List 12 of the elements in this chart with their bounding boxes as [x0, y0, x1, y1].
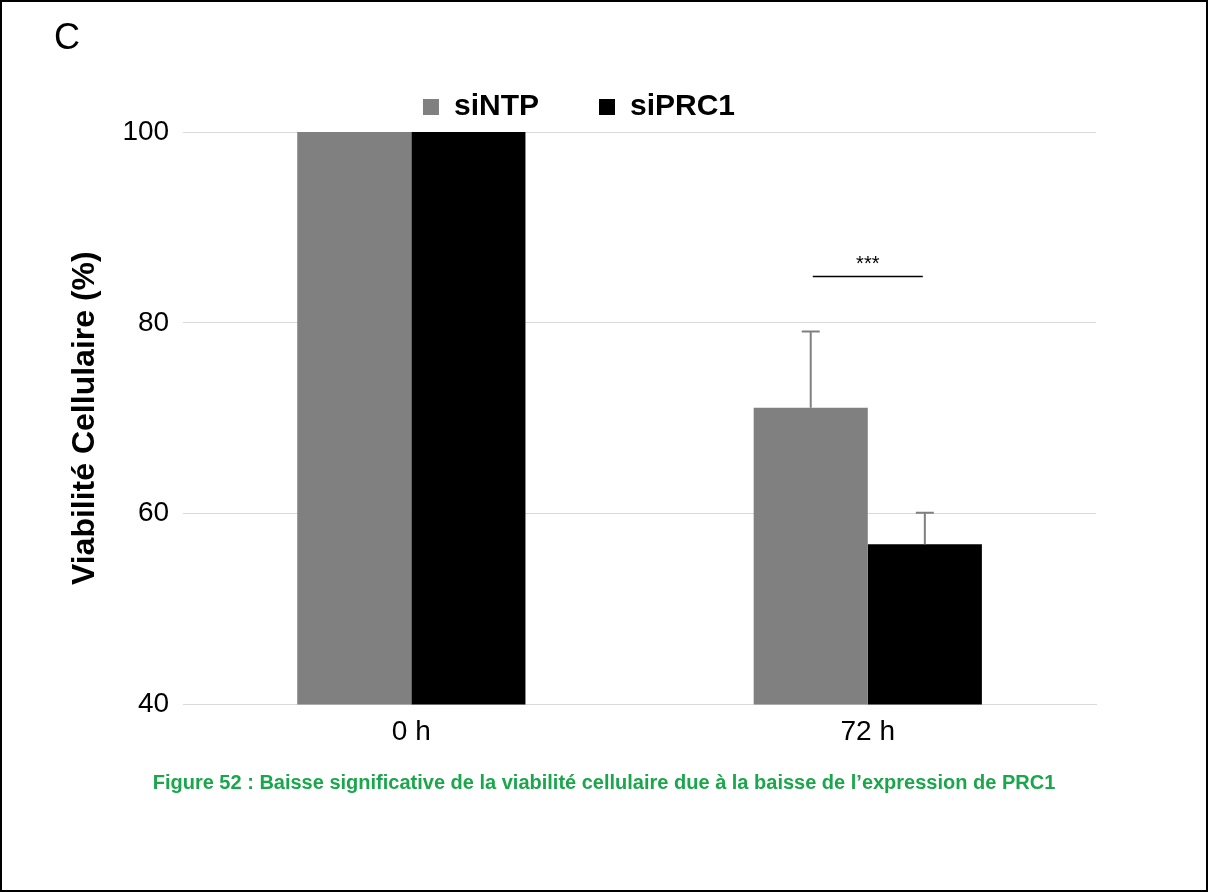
legend-label: siNTP	[453, 88, 539, 122]
annotation: ***	[856, 251, 880, 274]
y-tick-label: 100	[122, 114, 170, 146]
text: C	[54, 16, 80, 58]
caption: Figure 52 : Baisse significative de la viabilité cellulaire due à la baisse de l’expression de PRC1	[151, 770, 1057, 795]
legend-label: siPRC1	[629, 88, 736, 122]
y-tick-label: 40	[137, 687, 170, 719]
x-tick-label: 72 h	[840, 714, 896, 746]
x-tick-label: 0 h	[391, 714, 431, 746]
y-tick-label: 80	[137, 305, 170, 337]
y-tick-label: 60	[137, 496, 170, 528]
y-axis-title: Viabilité Cellulaire (%)	[65, 251, 102, 586]
